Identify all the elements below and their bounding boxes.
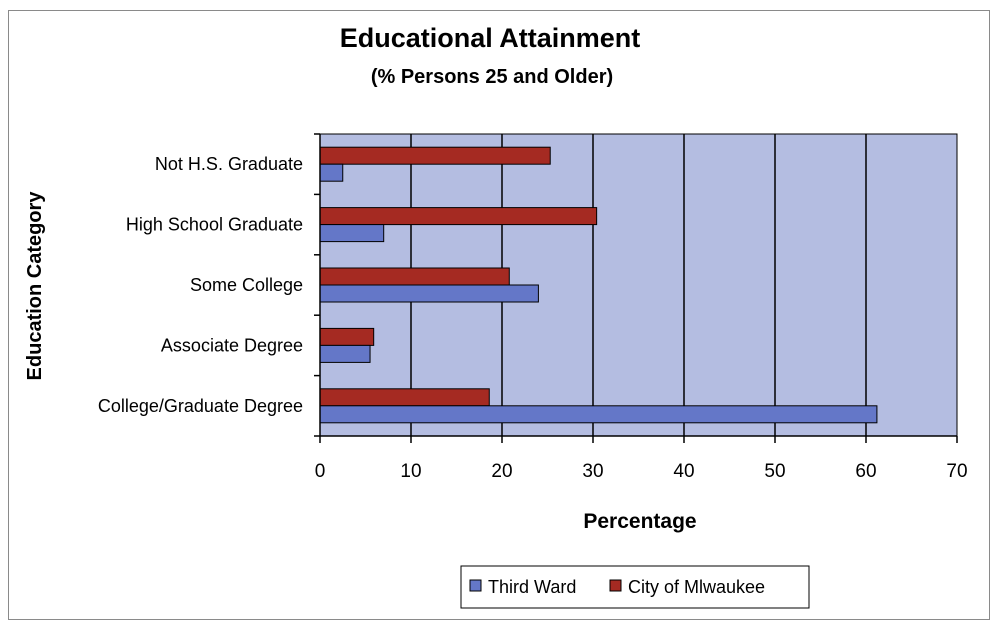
legend: Third Ward City of Mlwaukee	[460, 565, 810, 609]
x-tick-label: 70	[946, 461, 967, 482]
category-label: High School Graduate	[126, 215, 303, 235]
legend-swatch-third-ward	[469, 579, 482, 592]
x-tick-label: 60	[855, 461, 876, 482]
x-tick-labels: 0 10 20 30 40 50 60 70	[315, 461, 968, 482]
category-label: Associate Degree	[161, 335, 303, 355]
legend-box	[460, 565, 810, 609]
x-tick-label: 30	[582, 461, 603, 482]
category-labels: Not H.S. Graduate High School Graduate Som…	[98, 154, 303, 416]
bar-city-of-milwaukee	[319, 327, 375, 346]
bar-third-ward	[319, 163, 344, 182]
legend-label-third-ward: Third Ward	[488, 577, 576, 597]
x-tick-label: 40	[673, 461, 694, 482]
x-tick-label: 50	[764, 461, 785, 482]
category-label: Not H.S. Graduate	[155, 154, 303, 174]
chart-subtitle: (% Persons 25 and Older)	[371, 66, 613, 88]
chart-title: Educational Attainment	[340, 23, 641, 53]
category-label: Some College	[190, 275, 303, 295]
bar-city-of-milwaukee	[319, 267, 510, 286]
axes	[314, 133, 958, 443]
bar-third-ward	[319, 284, 539, 303]
category-label: College/Graduate Degree	[98, 396, 303, 416]
bar-city-of-milwaukee	[319, 146, 551, 165]
bar-third-ward	[319, 224, 385, 243]
x-tick-label: 10	[400, 461, 421, 482]
x-tick-label: 20	[491, 461, 512, 482]
legend-swatch-city-of-milwaukee	[609, 579, 622, 592]
y-axis-label: Education Category	[24, 191, 46, 381]
bar-city-of-milwaukee	[319, 388, 490, 407]
bar-city-of-milwaukee	[319, 207, 598, 226]
x-axis-label: Percentage	[583, 510, 696, 533]
x-tick-label: 0	[315, 461, 326, 482]
bar-third-ward	[319, 344, 371, 363]
bar-third-ward	[319, 405, 878, 424]
legend-label-city-of-milwaukee: City of Mlwaukee	[628, 577, 765, 597]
bars	[319, 146, 878, 424]
